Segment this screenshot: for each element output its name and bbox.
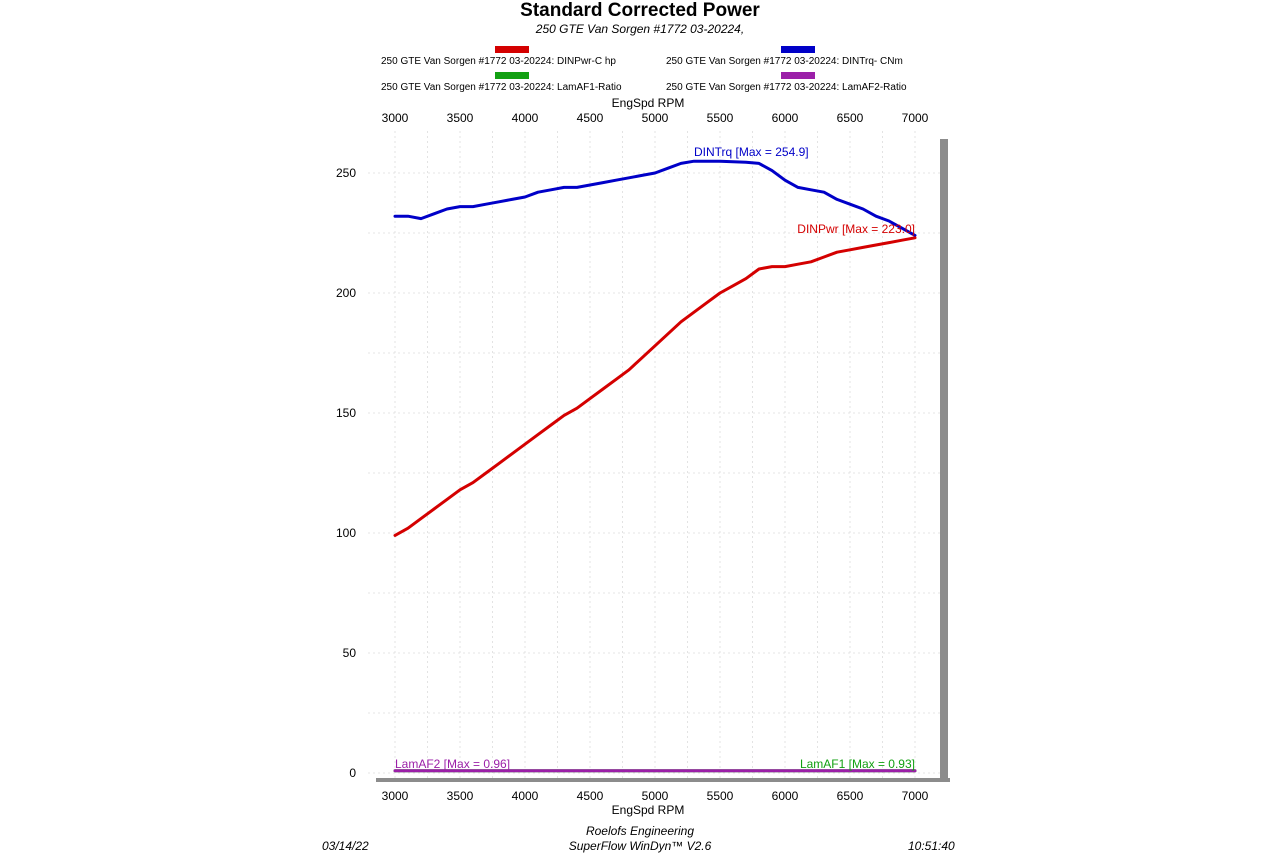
axes: 3000 3000 3500 3500 4000 4000 4500 4500 5000 5000…: [336, 96, 929, 817]
x-tick-label-bottom: 3500: [447, 789, 474, 803]
plot-shadow: [376, 139, 950, 782]
x-tick-label-top: 4500: [577, 111, 604, 125]
legend-swatch-dintrq: [781, 46, 815, 53]
series: [393, 159, 917, 773]
x-tick-label-bottom: 7000: [902, 789, 929, 803]
legend-label-lamaf2: 250 GTE Van Sorgen #1772 03-20224: LamAF…: [666, 82, 907, 93]
grid: [368, 131, 940, 778]
annotation-label: LamAF1 [Max = 0.93]: [800, 757, 915, 771]
x-tick-label-bottom: 4500: [577, 789, 604, 803]
annotations: DINTrq [Max = 254.9] DINPwr [Max = 223.0]…: [395, 145, 915, 771]
y-tick-label: 0: [349, 766, 356, 780]
x-axis-label-top: EngSpd RPM: [612, 96, 685, 110]
x-tick-label-top: 4000: [512, 111, 539, 125]
x-tick-label-top: 6000: [772, 111, 799, 125]
x-tick-label-bottom: 5500: [707, 789, 734, 803]
y-tick-label: 50: [343, 646, 357, 660]
footer-software: SuperFlow WinDyn™ V2.6: [568, 839, 712, 853]
footer-date: 03/14/22: [322, 839, 369, 853]
legend-swatch-lamaf2: [781, 72, 815, 79]
legend-label-dinpwr: 250 GTE Van Sorgen #1772 03-20224: DINPw…: [381, 56, 616, 67]
legend-label-dintrq: 250 GTE Van Sorgen #1772 03-20224: DINTr…: [666, 56, 903, 67]
chart-subtitle: 250 GTE Van Sorgen #1772 03-20224,: [535, 22, 745, 36]
x-tick-label-bottom: 3000: [382, 789, 409, 803]
plot-shadow-right: [940, 139, 948, 782]
x-tick-label-bottom: 6000: [772, 789, 799, 803]
series-line-dintrq: [393, 159, 917, 237]
x-tick-label-top: 6500: [837, 111, 864, 125]
y-tick-label: 100: [336, 526, 356, 540]
footer-time: 10:51:40: [908, 839, 955, 853]
annotation-label: DINTrq [Max = 254.9]: [694, 145, 809, 159]
x-tick-label-top: 3000: [382, 111, 409, 125]
legend-swatch-lamaf1: [495, 72, 529, 79]
chart-title: Standard Corrected Power: [520, 0, 760, 21]
series-line-dinpwr: [393, 236, 917, 537]
y-tick-label: 200: [336, 286, 356, 300]
legend-label-lamaf1: 250 GTE Van Sorgen #1772 03-20224: LamAF…: [381, 82, 622, 93]
y-tick-label: 150: [336, 406, 356, 420]
legend-swatch-dinpwr: [495, 46, 529, 53]
annotation-label: DINPwr [Max = 223.0]: [797, 222, 915, 236]
y-tick-label: 250: [336, 166, 356, 180]
plot-shadow-bottom: [376, 778, 950, 782]
x-tick-label-top: 5500: [707, 111, 734, 125]
footer-company: Roelofs Engineering: [585, 824, 695, 838]
x-tick-label-top: 5000: [642, 111, 669, 125]
x-tick-label-bottom: 4000: [512, 789, 539, 803]
x-tick-label-top: 3500: [447, 111, 474, 125]
x-axis-label-bottom: EngSpd RPM: [612, 803, 685, 817]
annotation-label: LamAF2 [Max = 0.96]: [395, 757, 510, 771]
x-tick-label-bottom: 6500: [837, 789, 864, 803]
x-tick-label-top: 7000: [902, 111, 929, 125]
x-tick-label-bottom: 5000: [642, 789, 669, 803]
